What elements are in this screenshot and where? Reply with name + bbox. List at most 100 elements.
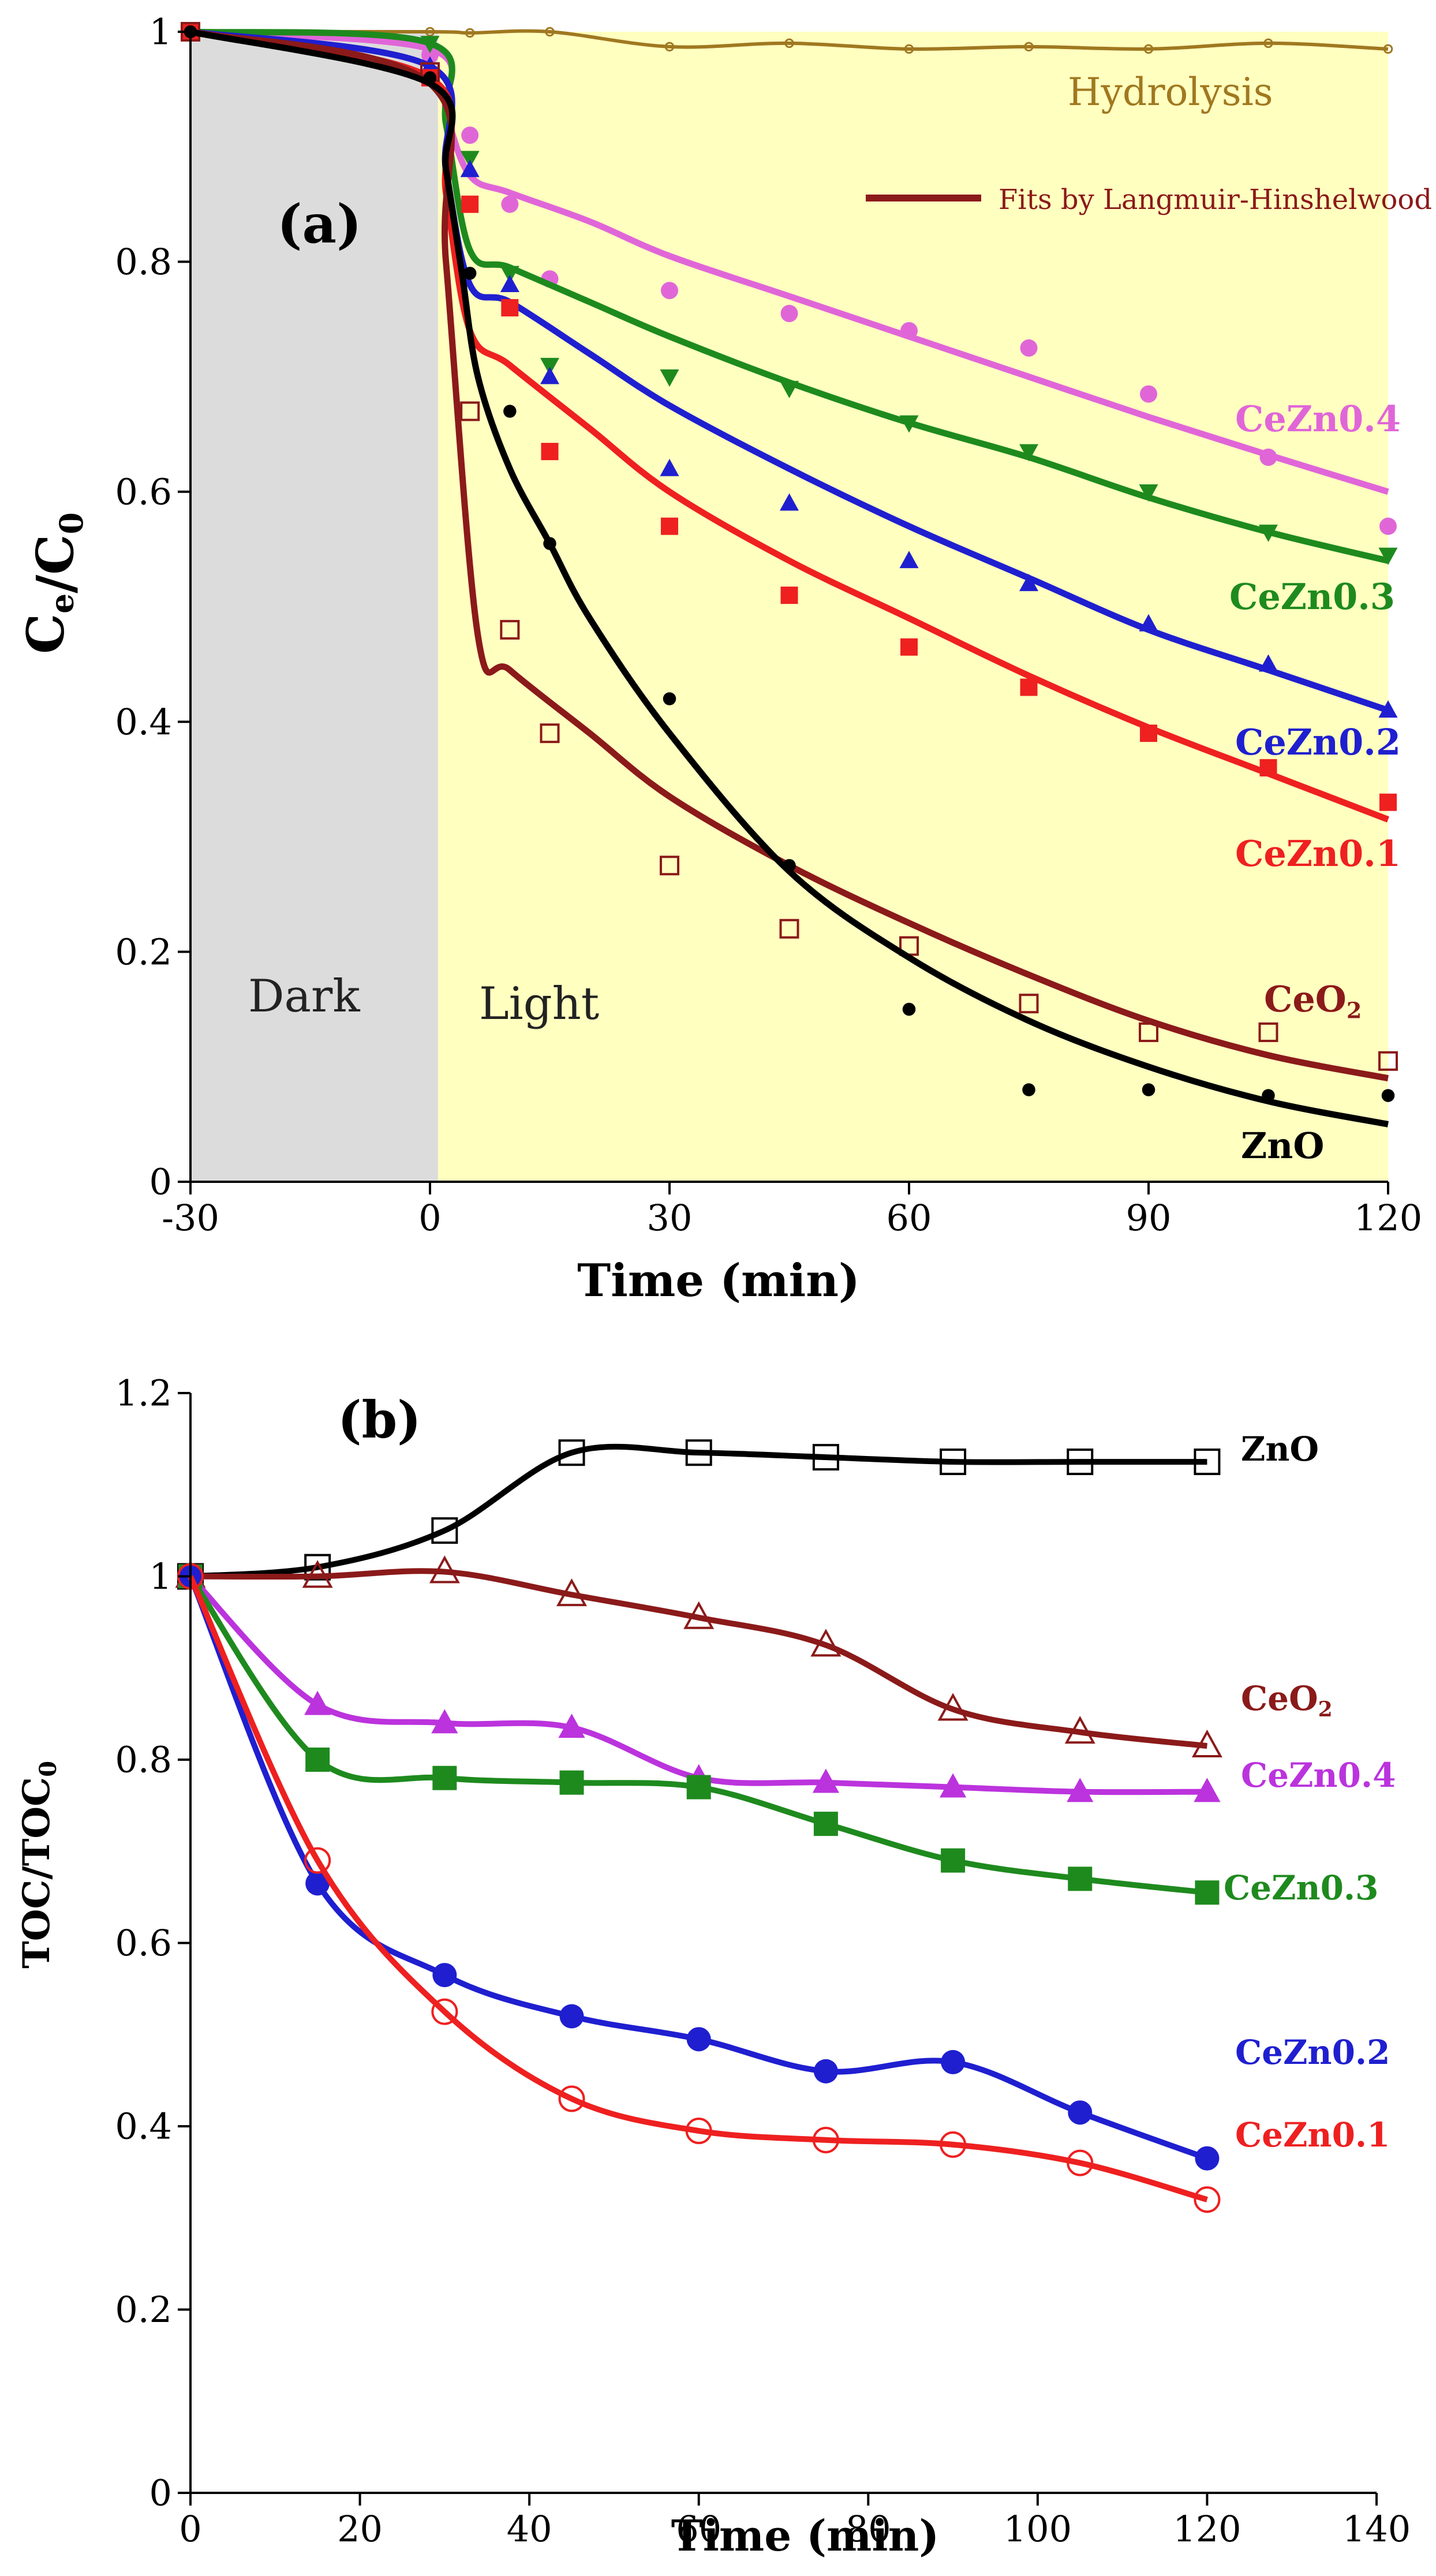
- data-point-CeZn0.4: [431, 1709, 458, 1734]
- y-tick-label: 0.8: [115, 241, 172, 283]
- data-point-ZnO: [1262, 1089, 1275, 1102]
- data-point-CeZn0.2: [559, 2004, 584, 2029]
- data-point-CeZn0.3: [899, 415, 919, 433]
- x-tick-label: -30: [162, 1197, 219, 1239]
- y-tick-label: 1: [149, 1555, 172, 1597]
- data-point-CeO2: [937, 1693, 968, 1721]
- data-point-ZnO: [940, 1448, 967, 1476]
- b-label-CeZn0.4: CeZn0.4: [1241, 1756, 1396, 1795]
- data-point-CeZn0.4: [461, 126, 479, 144]
- data-point-ZnO: [463, 267, 477, 280]
- data-point-CeZn0.1: [1067, 2149, 1094, 2176]
- a-label-CeZn0.1: CeZn0.1: [1235, 832, 1401, 875]
- series-line-ZnO: [190, 1443, 1207, 1580]
- legend-label: Fits by Langmuir-Hinshelwood equation: [999, 184, 1436, 216]
- data-point-ZnO: [423, 71, 437, 84]
- data-point-CeZn0.3: [500, 266, 519, 283]
- data-point-ZnO: [1381, 1089, 1395, 1102]
- data-point-CeZn0.1: [1140, 725, 1157, 742]
- y-tick-label: 0: [149, 2472, 172, 2514]
- b-label-ZnO: ZnO: [1241, 1429, 1319, 1469]
- b-label-CeO2: CeO2: [1241, 1679, 1333, 1722]
- axes-b: 0 20 40 60 80 100 120 140 0 0.2 0.4 0.6 0.8 1 1.2: [115, 1372, 1411, 2550]
- data-point-Hydrolysis: [1143, 44, 1154, 54]
- data-point-Hydrolysis: [425, 27, 435, 37]
- x-tick-label: 40: [507, 2508, 552, 2550]
- y-tick-label: 1.2: [115, 1372, 172, 1414]
- data-point-CeZn0.4: [812, 1768, 839, 1793]
- data-point-CeO2: [1378, 1051, 1398, 1071]
- data-point-CeZn0.1: [1379, 793, 1397, 811]
- data-point-CeO2: [460, 401, 480, 421]
- y-tick-label: 0.6: [115, 471, 172, 513]
- data-point-Hydrolysis: [904, 44, 914, 54]
- y-tick-label: 1: [149, 11, 172, 53]
- fit-line-Hydrolysis: [190, 29, 1389, 51]
- data-point-CeZn0.4: [661, 282, 678, 300]
- fit-line-ZnO: [189, 28, 1389, 1128]
- series-line-CeO2: [190, 1568, 1207, 1749]
- data-point-CeZn0.3: [305, 1748, 330, 1772]
- data-point-ZnO: [304, 1554, 331, 1581]
- data-point-CeZn0.3: [540, 357, 559, 375]
- data-point-CeZn0.1: [461, 195, 479, 213]
- data-point-CeZn0.4: [304, 1690, 331, 1715]
- data-point-CeO2: [1019, 994, 1039, 1014]
- x-axis-label-a: Time (min): [577, 1255, 860, 1307]
- data-point-CeZn0.3: [420, 36, 440, 54]
- data-point-Hydrolysis: [1383, 44, 1393, 54]
- series-line-CeZn0.4: [188, 1574, 1207, 1795]
- panel-label-b: (b): [338, 1390, 421, 1450]
- data-point-CeZn0.4: [1259, 449, 1277, 466]
- data-point-ZnO: [1194, 1448, 1221, 1476]
- x-tick-label: 20: [337, 2508, 383, 2550]
- a-label-CeZn0.3: CeZn0.3: [1229, 576, 1395, 618]
- data-point-Hydrolysis: [545, 27, 555, 37]
- data-point-CeZn0.3: [660, 369, 679, 387]
- dark-label: Dark: [248, 970, 360, 1022]
- data-point-CeZn0.2: [1139, 614, 1158, 632]
- data-point-ZnO: [902, 1002, 916, 1016]
- data-point-CeZn0.1: [661, 517, 678, 535]
- data-point-CeZn0.2: [660, 458, 679, 476]
- data-point-CeO2: [1191, 1729, 1222, 1758]
- data-point-CeZn0.2: [305, 1871, 330, 1896]
- data-point-CeZn0.3: [1378, 547, 1398, 565]
- a-label-CeO2: CeO2: [1264, 978, 1362, 1023]
- data-point-CeZn0.2: [899, 551, 919, 569]
- panel-label-a: (a): [277, 193, 362, 255]
- data-point-CeO2: [429, 1555, 460, 1584]
- data-point-CeZn0.4: [1140, 385, 1157, 403]
- data-point-ZnO: [783, 858, 796, 872]
- data-point-CeO2: [683, 1601, 715, 1629]
- y-tick-label: 0.8: [115, 1739, 172, 1781]
- a-label-CeZn0.4: CeZn0.4: [1235, 398, 1401, 440]
- data-point-CeZn0.2: [540, 367, 559, 384]
- data-point-CeO2: [1258, 1022, 1278, 1043]
- y-tick-label: 0.4: [115, 2105, 172, 2148]
- x-axis-label-b: Time (min): [671, 2511, 940, 2561]
- data-point-CeZn0.2: [500, 274, 519, 292]
- series-line-CeZn0.2: [188, 1575, 1209, 2161]
- data-point-CeO2: [540, 723, 560, 744]
- data-point-CeZn0.4: [1194, 1778, 1221, 1802]
- data-point-CeZn0.2: [1195, 2146, 1220, 2171]
- y-axis-label-a: Ce/C0: [16, 512, 90, 654]
- series-line-CeZn0.3: [188, 1574, 1207, 1896]
- x-tick-label: 120: [1354, 1197, 1422, 1239]
- x-tick-label: 140: [1342, 2508, 1411, 2550]
- x-tick-label: 120: [1173, 2508, 1241, 2550]
- y-tick-label: 0.6: [115, 1922, 172, 1964]
- x-tick-label: 100: [1004, 2508, 1072, 2550]
- data-point-CeZn0.1: [558, 2085, 585, 2112]
- data-point-CeZn0.1: [431, 1998, 458, 2025]
- data-point-CeZn0.4: [900, 322, 918, 339]
- b-label-CeZn0.3: CeZn0.3: [1224, 1868, 1378, 1907]
- data-point-CeO2: [1139, 1022, 1158, 1043]
- data-point-CeO2: [660, 856, 679, 876]
- data-point-ZnO: [503, 405, 517, 418]
- data-point-CeZn0.1: [541, 443, 559, 461]
- data-point-ZnO: [543, 537, 556, 550]
- data-point-CeO2: [302, 1560, 333, 1588]
